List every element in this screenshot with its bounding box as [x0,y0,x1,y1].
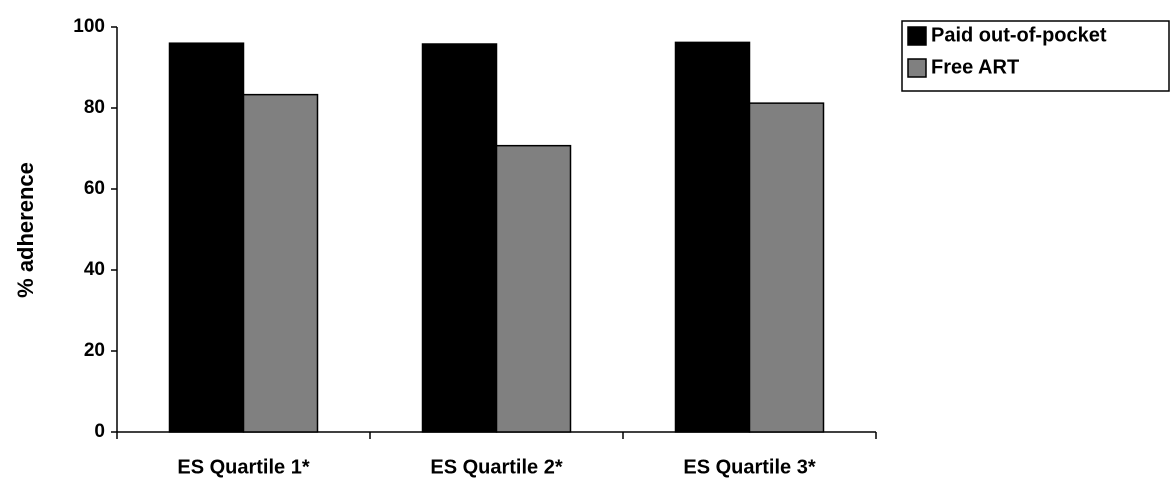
bar-free-1 [242,93,319,433]
y-tick-label: 40 [84,259,105,280]
y-tick-label: 20 [84,340,105,361]
legend-swatch-free [907,58,927,78]
x-ticks: ES Quartile 1* ES Quartile 2* ES Quartile … [116,432,877,478]
bar-free-3 [748,102,825,433]
y-tick-label: 60 [84,178,105,199]
bar-paid-3 [674,41,751,433]
legend-swatch-paid [907,26,927,46]
legend-frame [901,20,1170,92]
y-ticks: 0 20 40 60 80 100 [73,16,117,442]
bar-paid-1 [168,42,245,433]
x-category-label: ES Quartile 1* [177,456,309,478]
plot-bars [168,41,825,433]
y-axis-title: % adherence [13,162,38,298]
x-category-label: ES Quartile 3* [683,456,815,478]
bar-paid-2 [421,43,498,433]
y-tick-label: 80 [84,97,105,118]
legend-label-free: Free ART [931,56,1019,78]
legend-label-paid: Paid out-of-pocket [931,24,1107,46]
legend: Paid out-of-pocket Free ART [901,20,1170,92]
y-axis: 0 20 40 60 80 100 % adherence [13,16,118,442]
x-axis: ES Quartile 1* ES Quartile 2* ES Quartile … [116,431,877,478]
y-tick-label: 100 [73,16,105,37]
y-tick-label: 0 [94,421,105,442]
x-category-label: ES Quartile 2* [430,456,562,478]
bar-free-2 [495,144,572,433]
